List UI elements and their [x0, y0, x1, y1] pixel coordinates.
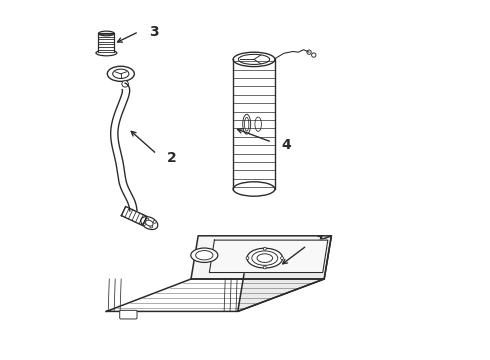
- Text: 2: 2: [167, 151, 176, 165]
- Ellipse shape: [233, 182, 275, 196]
- Ellipse shape: [243, 114, 251, 134]
- Ellipse shape: [247, 248, 283, 268]
- Circle shape: [263, 266, 266, 269]
- Polygon shape: [191, 236, 331, 279]
- Text: 4: 4: [281, 138, 291, 152]
- Ellipse shape: [107, 66, 134, 81]
- Polygon shape: [106, 279, 324, 311]
- Ellipse shape: [255, 117, 262, 131]
- FancyBboxPatch shape: [120, 310, 137, 319]
- Circle shape: [143, 223, 146, 226]
- Text: 1: 1: [315, 234, 325, 248]
- Circle shape: [150, 225, 153, 228]
- Ellipse shape: [245, 117, 249, 131]
- Circle shape: [122, 81, 128, 87]
- Circle shape: [307, 50, 311, 54]
- Polygon shape: [238, 236, 331, 311]
- Ellipse shape: [257, 254, 272, 262]
- Ellipse shape: [191, 248, 218, 262]
- Circle shape: [246, 257, 249, 260]
- Text: 3: 3: [149, 25, 158, 39]
- Circle shape: [153, 220, 156, 223]
- Circle shape: [312, 53, 316, 57]
- Circle shape: [146, 218, 149, 221]
- Ellipse shape: [196, 251, 213, 260]
- Polygon shape: [209, 240, 328, 273]
- Ellipse shape: [113, 69, 129, 78]
- Ellipse shape: [146, 220, 153, 226]
- Ellipse shape: [238, 54, 270, 64]
- Bar: [98, 33, 114, 52]
- Ellipse shape: [141, 217, 158, 230]
- Ellipse shape: [98, 31, 114, 36]
- Circle shape: [281, 257, 284, 260]
- Ellipse shape: [252, 251, 278, 265]
- Circle shape: [263, 247, 266, 250]
- Ellipse shape: [96, 50, 117, 56]
- Ellipse shape: [233, 52, 275, 67]
